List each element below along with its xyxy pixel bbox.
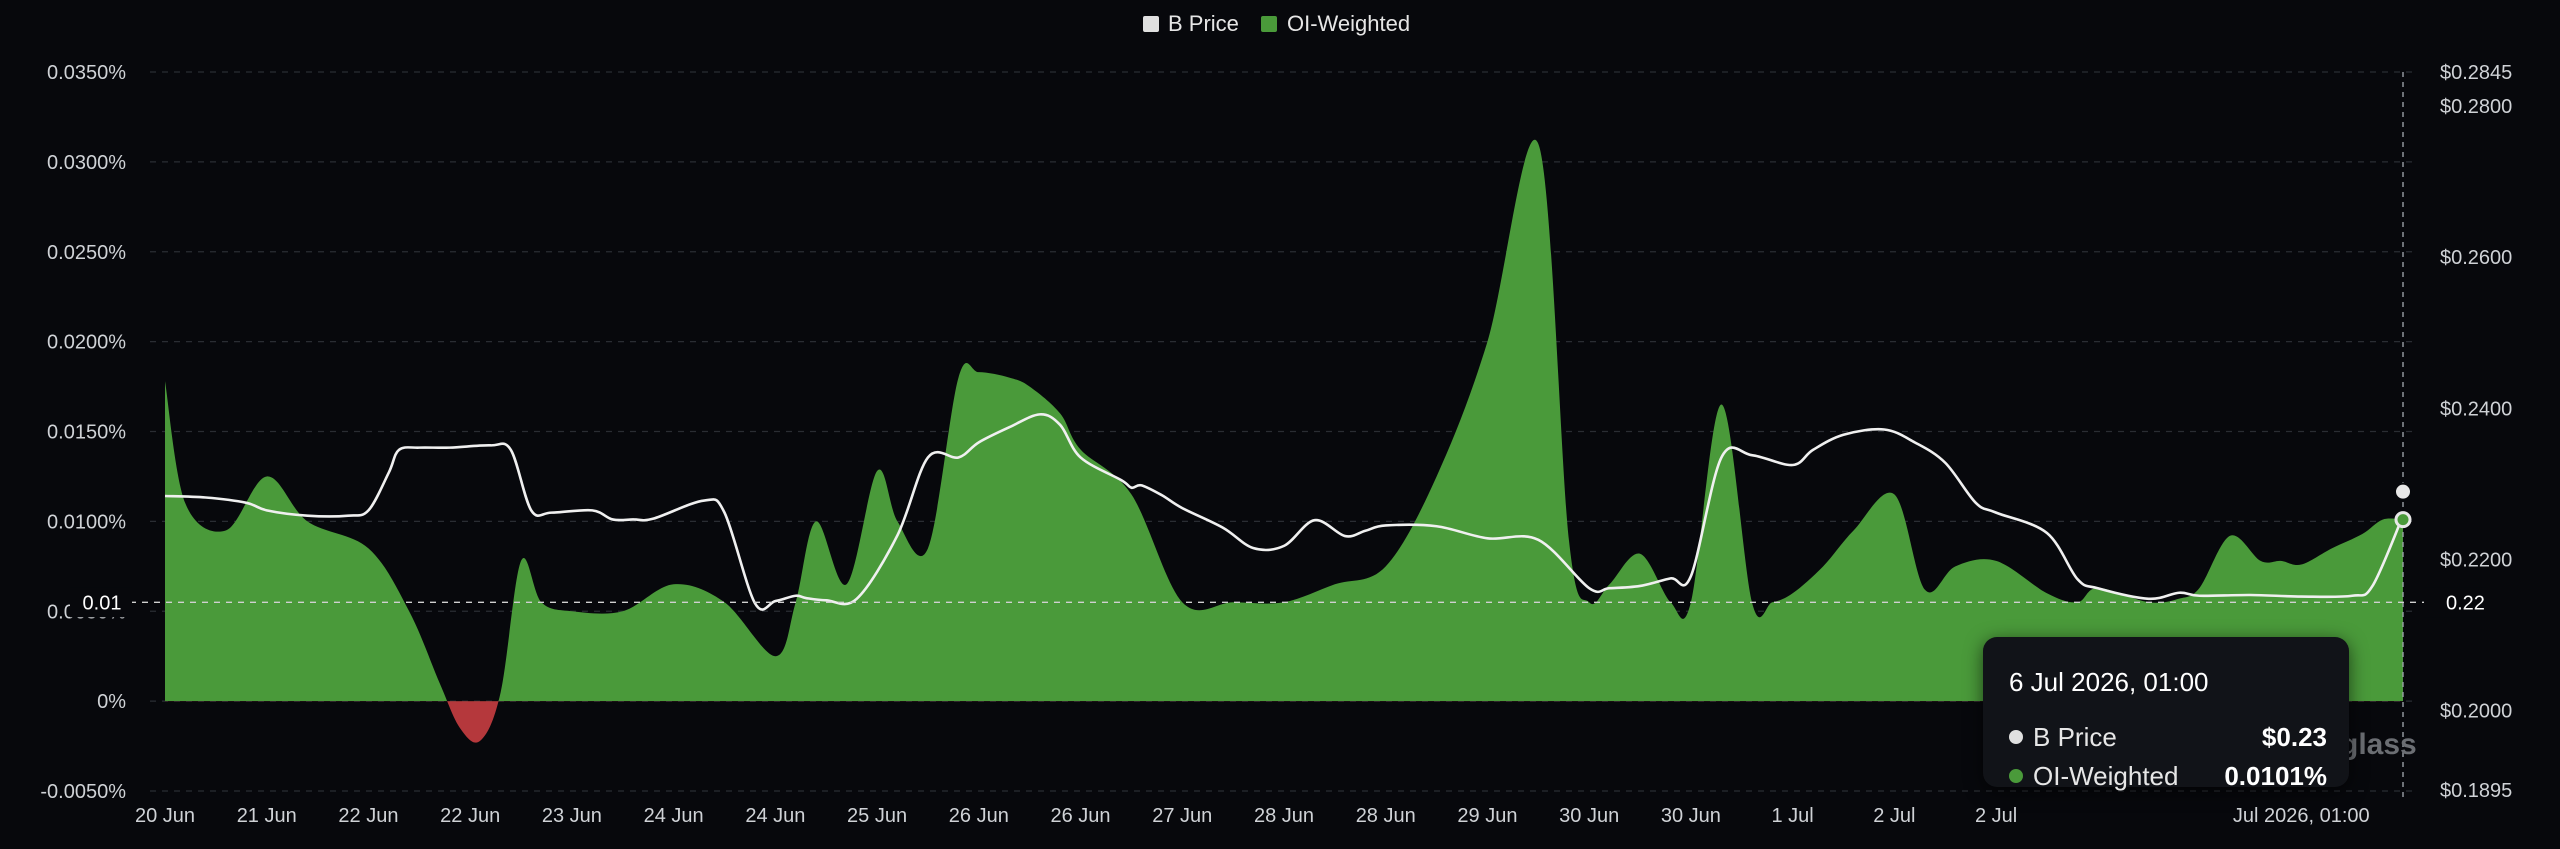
oi-weighted-area (165, 140, 2403, 743)
legend-label-oi-weighted[interactable]: OI-Weighted (1287, 11, 1410, 36)
watermark-logo: glass (2340, 728, 2417, 761)
crosshair: 0.01 0.22 (70, 72, 2486, 800)
tooltip-label: OI-Weighted (2033, 761, 2179, 791)
legend: B Price OI-Weighted (1143, 11, 1410, 36)
right-tick-label: $0.2200 (2440, 549, 2512, 571)
x-tick-label: 2 Jul (1873, 805, 1915, 827)
left-tick-label: 0.0200% (47, 332, 126, 354)
b-price-line (164, 413, 2405, 611)
x-tick-label: 28 Jun (1254, 805, 1314, 827)
x-tick-label: 27 Jun (1152, 805, 1212, 827)
crosshair-right-label: 0.22 (2446, 592, 2485, 614)
crosshair-left-label: 0.01 (83, 592, 122, 614)
oi-weighted-hover-marker (2394, 511, 2412, 529)
tooltip-title: 6 Jul 2026, 01:00 (2009, 667, 2209, 697)
left-tick-label: 0.0100% (47, 511, 126, 533)
x-tick-label: 24 Jun (745, 805, 805, 827)
right-tick-label: $0.2845 (2440, 62, 2512, 84)
x-tick-label: 22 Jun (440, 805, 500, 827)
x-tick-label: 26 Jun (949, 805, 1009, 827)
x-tick-label: 26 Jun (1051, 805, 1111, 827)
x-tick-label: 22 Jun (338, 805, 398, 827)
x-axis: 20 Jun 21 Jun 22 Jun 22 Jun 23 Jun 24 Jun 24 J… (135, 805, 2370, 827)
x-tick-label: 25 Jun (847, 805, 907, 827)
x-tick-label: 2 Jul (1975, 805, 2017, 827)
x-tick-label: Jul 2026, 01:00 (2233, 805, 2370, 827)
b-price-hover-marker (2394, 482, 2412, 501)
right-axis: $0.2845 $0.2800 $0.2600 $0.2400 $0.2200 $0.20… (2440, 62, 2512, 802)
legend-swatch-oi-weighted[interactable] (1261, 16, 1277, 32)
x-tick-label: 20 Jun (135, 805, 195, 827)
tooltip: 6 Jul 2026, 01:00 B Price $0.23 OI-Weigh… (1983, 637, 2349, 791)
oi-weighted-area-positive (165, 140, 2403, 702)
tooltip-value: 0.0101% (2224, 761, 2327, 791)
x-tick-label: 23 Jun (542, 805, 602, 827)
x-tick-label: 30 Jun (1559, 805, 1619, 827)
tooltip-row-oi-weighted: OI-Weighted 0.0101% (2009, 761, 2327, 795)
x-tick-label: 28 Jun (1356, 805, 1416, 827)
x-tick-label: 30 Jun (1661, 805, 1721, 827)
crosshair-right-tag (2424, 587, 2486, 618)
tooltip-dot-oi-weighted (2009, 769, 2023, 783)
x-tick-label: 29 Jun (1457, 805, 1517, 827)
b-price-path (164, 413, 2405, 611)
crosshair-left-tag (70, 587, 132, 618)
left-tick-label: 0.0300% (47, 152, 126, 174)
tooltip-dot-b-price (2009, 730, 2023, 744)
right-tick-label: $0.2400 (2440, 398, 2512, 420)
x-tick-label: 21 Jun (237, 805, 297, 827)
left-tick-label: -0.0050% (40, 781, 126, 803)
legend-label-b-price[interactable]: B Price (1168, 11, 1239, 36)
right-tick-label: $0.1895 (2440, 780, 2512, 802)
left-tick-label: 0% (97, 691, 126, 713)
tooltip-value: $0.23 (2261, 722, 2327, 752)
right-tick-label: $0.2000 (2440, 701, 2512, 723)
x-tick-label: 24 Jun (644, 805, 704, 827)
left-tick-label: 0.0150% (47, 422, 126, 444)
left-tick-label: 0.0350% (47, 62, 126, 84)
tooltip-label: B Price (2033, 722, 2117, 752)
legend-swatch-b-price[interactable] (1143, 16, 1159, 32)
right-tick-label: $0.2800 (2440, 96, 2512, 118)
tooltip-row-b-price: B Price $0.23 (2009, 722, 2327, 756)
left-axis: 0.0350%0.0300%0.0250%0.0200%0.0150%0.010… (40, 62, 126, 803)
x-tick-label: 1 Jul (1772, 805, 1814, 827)
left-tick-label: 0.0250% (47, 242, 126, 264)
right-tick-label: $0.2600 (2440, 247, 2512, 269)
